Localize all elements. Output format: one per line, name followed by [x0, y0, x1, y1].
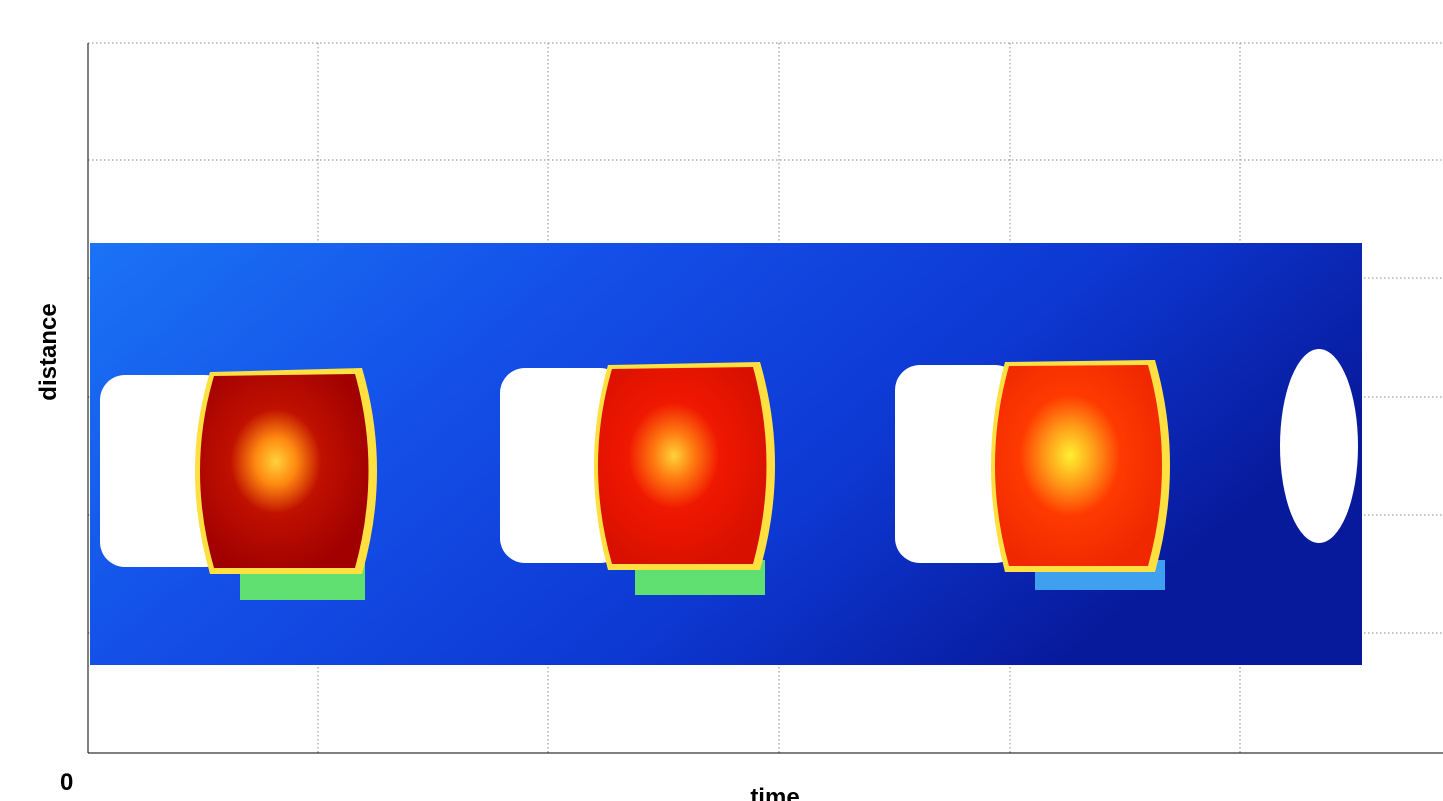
origin-label: 0 — [60, 769, 73, 796]
chart: 0 time distance — [0, 0, 1443, 801]
gap — [1280, 349, 1358, 543]
y-axis-label: distance — [35, 303, 62, 400]
hot-zone — [995, 365, 1162, 566]
x-axis-label: time — [750, 784, 799, 801]
hot-zone — [200, 374, 369, 568]
hot-zone — [598, 367, 767, 564]
image — [90, 243, 1362, 665]
